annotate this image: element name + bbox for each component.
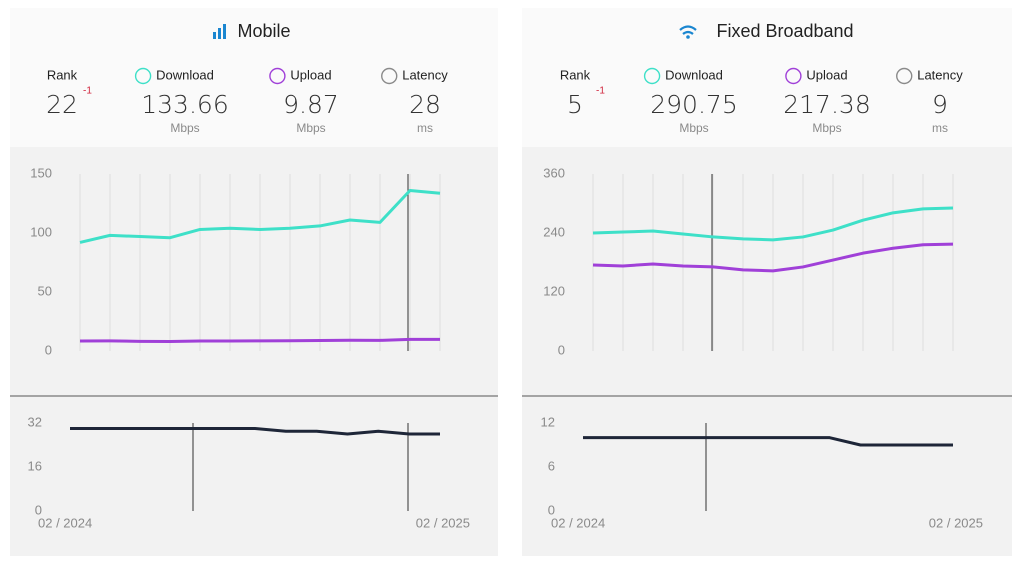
y-tick-label: 150: [30, 165, 52, 180]
stat-label: Download: [665, 67, 723, 82]
x-tick-label: 02 / 2025: [929, 515, 983, 530]
x-tick-label: 02 / 2024: [38, 515, 92, 530]
stat-label: Upload: [806, 67, 847, 82]
stat-unit: Mbps: [812, 121, 841, 135]
series-line: [79, 189, 441, 244]
stat-unit: ms: [417, 121, 433, 135]
icons: [213, 24, 697, 39]
stat-unit: Mbps: [679, 121, 708, 135]
series-line: [79, 337, 440, 344]
series-line: [70, 427, 440, 436]
stat-icon: [643, 67, 661, 85]
y-tick-label: 120: [543, 283, 565, 298]
stat-icon: [134, 67, 152, 85]
stat-unit: Mbps: [296, 121, 325, 135]
signal-icon: [223, 24, 226, 39]
series-line: [583, 436, 953, 447]
stat-icon: [381, 67, 398, 85]
y-tick-label: 32: [28, 414, 42, 429]
stat-label: Rank: [47, 67, 78, 82]
panel-title: Mobile: [237, 21, 290, 41]
stat-value: 133.66: [141, 90, 228, 119]
panel-backgrounds: [10, 8, 1012, 556]
stat-unit: ms: [932, 121, 948, 135]
stat-value: 217.38: [783, 90, 870, 119]
x-tick-label: 02 / 2025: [416, 515, 470, 530]
stat-unit: Mbps: [170, 121, 199, 135]
stat-label: Latency: [402, 67, 448, 82]
stat-value: 28: [409, 90, 441, 119]
y-tick-label: 50: [38, 283, 52, 298]
stat-icon: [269, 67, 286, 85]
rank-change: -1: [596, 86, 605, 97]
stat-label: Upload: [290, 67, 331, 82]
x-tick-label: 02 / 2024: [551, 515, 605, 530]
stat-value: 290.75: [650, 90, 737, 119]
series-line: [592, 206, 954, 242]
y-tick-label: 12: [541, 414, 555, 429]
stat-label: Latency: [917, 67, 963, 82]
panel-header: [10, 8, 498, 147]
y-tick-label: 100: [30, 224, 52, 239]
y-tick-label: 240: [543, 224, 565, 239]
y-tick-label: 0: [35, 502, 42, 517]
stat-icon: [785, 67, 802, 85]
wifi-icon: [686, 35, 690, 39]
series-line: [592, 242, 954, 273]
y-tick-label: 16: [28, 458, 42, 473]
rank-change: -1: [83, 86, 92, 97]
signal-icon: [218, 28, 221, 39]
stat-value: 22: [46, 90, 78, 119]
panel-header: [522, 8, 1012, 147]
stat-value: 5: [567, 90, 583, 119]
wifi-icon: [679, 25, 697, 35]
y-tick-label: 0: [548, 502, 555, 517]
y-tick-label: 360: [543, 165, 565, 180]
stat-value: 9.87: [283, 90, 339, 119]
y-tick-label: 0: [558, 342, 565, 357]
markers: [192, 174, 713, 511]
signal-icon: [213, 32, 216, 39]
panel-title: Fixed Broadband: [716, 21, 853, 41]
stat-label: Download: [156, 67, 214, 82]
stat-label: Rank: [560, 67, 591, 82]
stat-icon: [896, 67, 913, 85]
stat-value: 9: [932, 90, 948, 119]
y-tick-label: 0: [45, 342, 52, 357]
y-tick-label: 6: [548, 458, 555, 473]
